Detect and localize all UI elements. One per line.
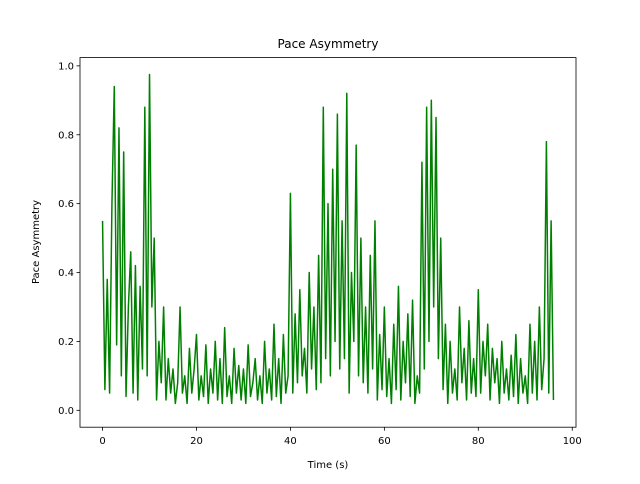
- x-tick-label: 0: [99, 436, 105, 447]
- x-tick-label: 100: [563, 436, 582, 447]
- y-axis-label: Pace Asymmetry: [31, 200, 42, 284]
- x-tick-label: 80: [472, 436, 485, 447]
- y-tick-label: 0.0: [58, 406, 74, 417]
- data-line: [101, 73, 555, 405]
- x-tick-label: 60: [378, 436, 391, 447]
- x-tick-label: 20: [190, 436, 203, 447]
- chart-title: Pace Asymmetry: [278, 37, 379, 51]
- y-tick-label: 1.0: [58, 61, 74, 72]
- x-tick-label: 40: [284, 436, 297, 447]
- y-tick-label: 0.4: [58, 268, 74, 279]
- y-tick-label: 0.6: [58, 199, 74, 210]
- plot-frame: [79, 57, 577, 428]
- x-axis-label: Time (s): [307, 460, 349, 471]
- y-tick-label: 0.8: [58, 130, 74, 141]
- y-tick-label: 0.2: [58, 337, 74, 348]
